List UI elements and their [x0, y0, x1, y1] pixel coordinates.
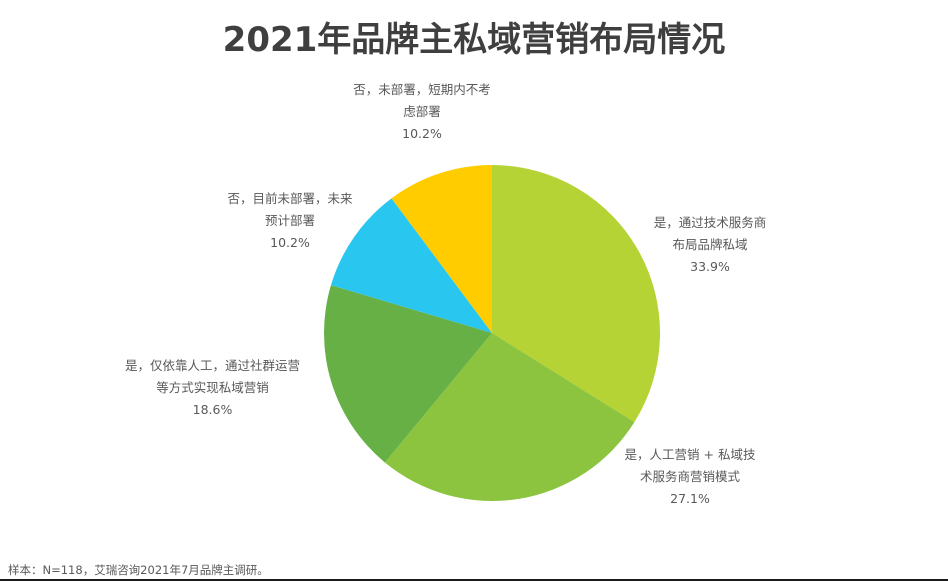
- slice-label-manual-only: 是，仅依靠人工，通过社群运营 等方式实现私域营销 18.6%: [124, 358, 300, 417]
- chart-title: 2021年品牌主私域营销布局情况: [222, 20, 726, 60]
- slice-label-no-deploy: 否，未部署，短期内不考 虑部署 10.2%: [353, 82, 491, 141]
- pie-slice-1: [384, 333, 635, 502]
- slice-label-tech-service: 是，通过技术服务商 布局品牌私域 33.9%: [653, 215, 767, 274]
- bottom-divider: [0, 579, 948, 581]
- slice-label-manual-plus-tech: 是，人工营销 + 私域技 术服务商营销模式 27.1%: [624, 447, 756, 506]
- pie-slice-4: [391, 165, 492, 333]
- pie-slice-3: [330, 198, 492, 333]
- pie-slice-0: [492, 165, 660, 423]
- slice-label-future-deploy: 否，目前未部署，未来 预计部署 10.2%: [227, 191, 353, 250]
- source-note: 样本：N=118，艾瑞咨询2021年7月品牌主调研。: [8, 563, 269, 577]
- pie-slice-2: [324, 285, 492, 463]
